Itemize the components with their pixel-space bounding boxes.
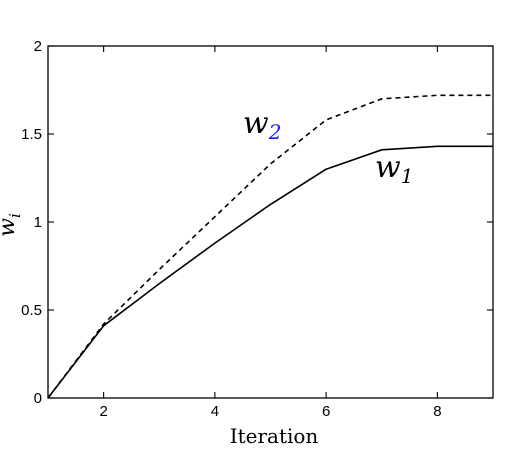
y-tick-label: 0.5 xyxy=(21,302,42,319)
y-axis-title: wi xyxy=(0,213,24,237)
axis-ticks: 2 4 6 8 0 0.5 1 1.5 2 xyxy=(21,38,493,420)
series-layer xyxy=(47,94,493,399)
plot-frame xyxy=(47,45,494,399)
series-line-w1 xyxy=(47,145,493,399)
plot-area xyxy=(47,45,494,399)
series-line-w2 xyxy=(47,94,493,399)
y-tick-label: 1 xyxy=(34,214,42,231)
series-label-w1: w1 xyxy=(375,150,413,188)
x-tick-label: 4 xyxy=(211,403,219,420)
y-tick-label: 1.5 xyxy=(21,126,42,143)
series-label-w2: w2 xyxy=(243,106,281,144)
x-axis-title: Iteration xyxy=(230,424,319,448)
x-tick-label: 2 xyxy=(99,403,107,420)
x-tick-label: 8 xyxy=(433,403,441,420)
y-tick-label: 2 xyxy=(34,38,42,55)
y-tick-label: 0 xyxy=(34,390,42,407)
x-tick-label: 6 xyxy=(322,403,330,420)
